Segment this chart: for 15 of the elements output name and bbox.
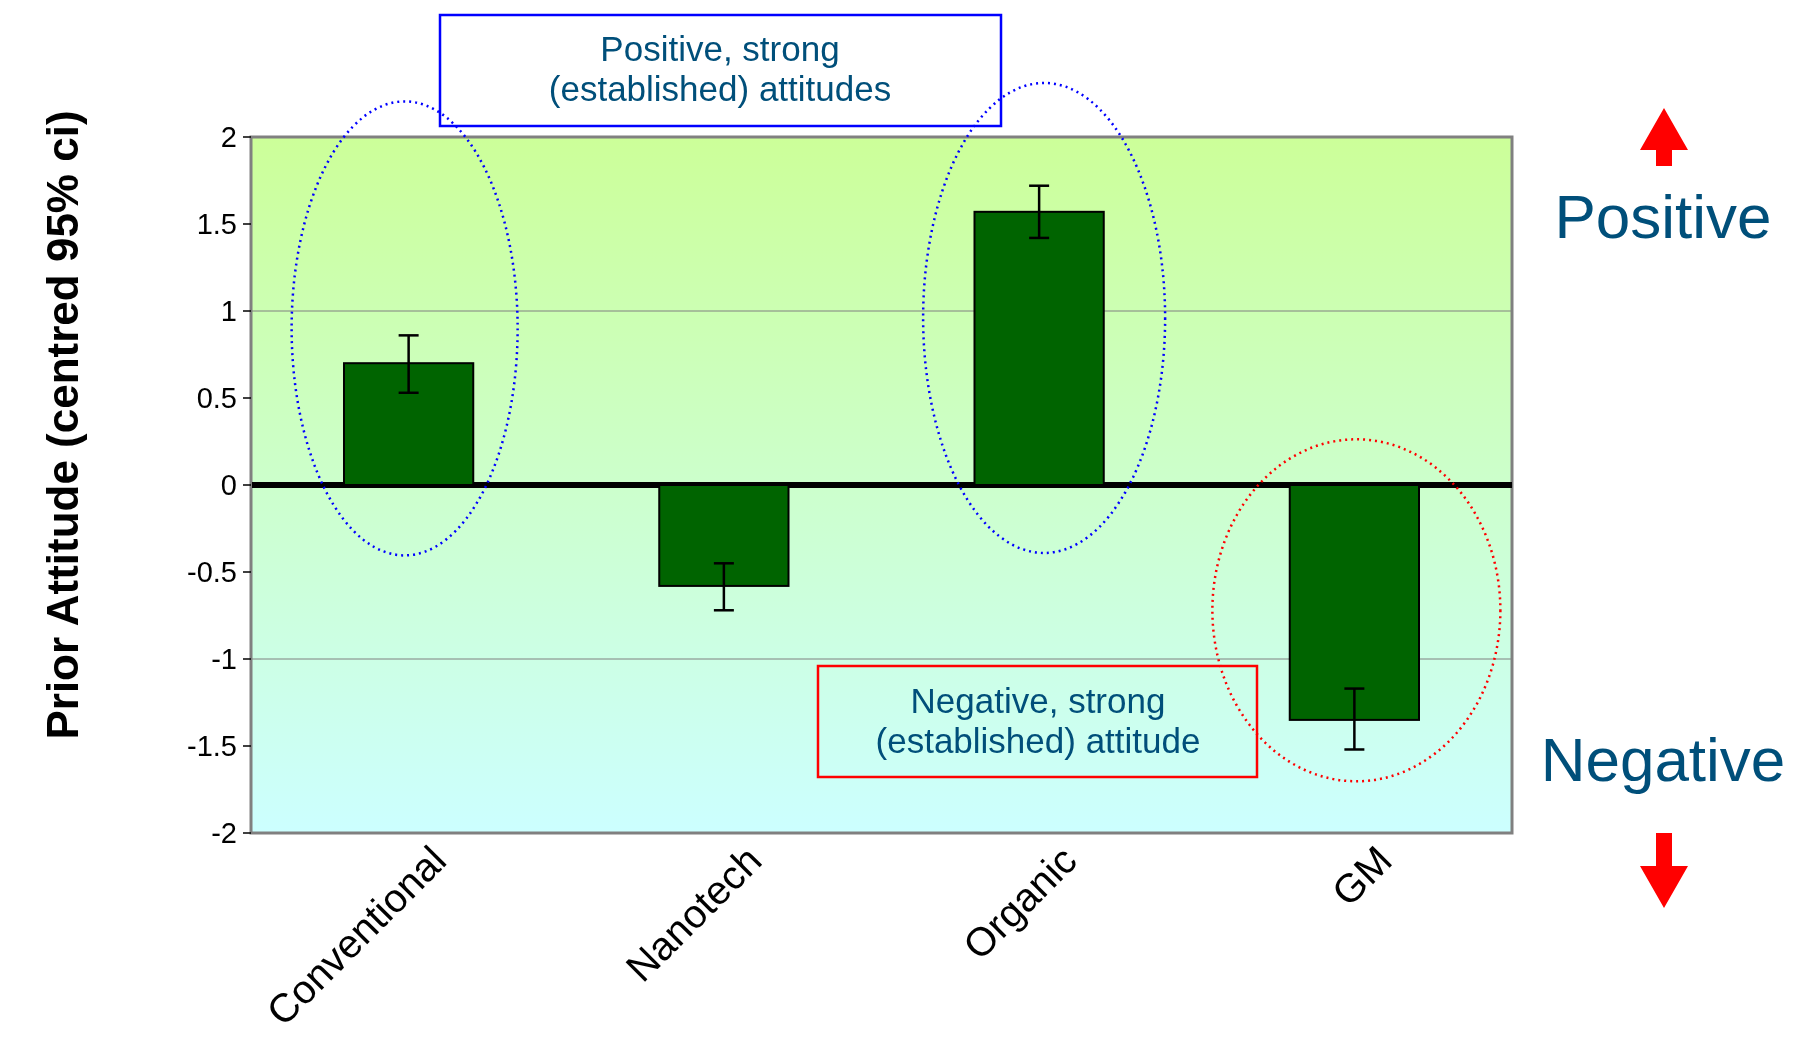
y-tick-label: 0 <box>220 469 237 502</box>
text: Negative <box>1540 725 1786 794</box>
x-tick-label: GM <box>1323 837 1401 915</box>
y-tick-label: -1.5 <box>187 730 237 763</box>
text: Positive, strong (established) attitudes <box>548 29 892 109</box>
y-tick-label: 0.5 <box>196 382 237 415</box>
text: Positive <box>1554 182 1772 251</box>
y-tick-label: -1 <box>211 643 237 676</box>
y-tick-label: 1.5 <box>196 208 237 241</box>
y-tick-label: 2 <box>220 121 237 154</box>
y-tick-label: 1 <box>220 295 237 328</box>
y-tick-label: -0.5 <box>187 556 237 589</box>
annotation: Negative, strong (established) attitude <box>875 681 1201 761</box>
y-axis-title: Prior Attitude (centred 95% ci) <box>38 110 87 740</box>
y-tick-label: -2 <box>211 817 237 850</box>
